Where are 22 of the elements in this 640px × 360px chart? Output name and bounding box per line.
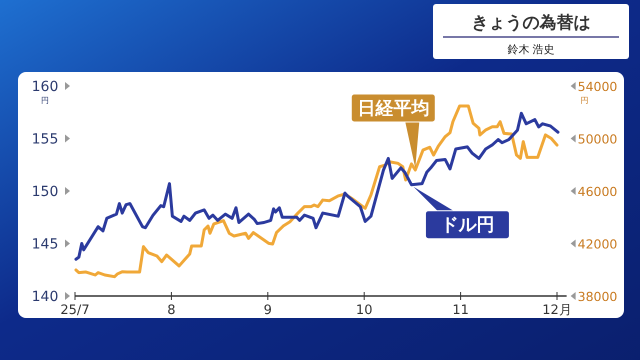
x-tick-label: 12月: [542, 303, 572, 318]
y-tick-label: 155: [32, 132, 58, 148]
x-tick-label: 11: [452, 303, 469, 318]
x-tick-label: 10: [356, 303, 372, 318]
legend-label: ドル円: [440, 214, 494, 236]
series-label: 日経平均: [357, 98, 430, 119]
x-tick-label: 25/7: [60, 303, 90, 318]
y2-tick-label: 42000: [578, 236, 618, 252]
y-tick-label: 140: [32, 289, 58, 305]
chart-title: きょうの為替は: [472, 13, 590, 33]
y-tick-label: 150: [32, 184, 58, 200]
y2-axis-title: 円: [580, 96, 589, 105]
chart-subtitle: 鈴木 浩史: [507, 43, 555, 56]
y2-tick-label: 38000: [578, 289, 618, 304]
y2-tick-label: 54000: [578, 79, 618, 94]
y-tick-label: 160: [32, 79, 58, 95]
x-tick-label: 8: [167, 303, 176, 318]
x-tick-label: 9: [264, 303, 272, 318]
y2-tick-label: 46000: [578, 184, 618, 199]
y2-tick-label: 50000: [578, 132, 618, 146]
y-tick-label: 145: [32, 236, 58, 252]
y-axis-title: 円: [41, 96, 49, 105]
